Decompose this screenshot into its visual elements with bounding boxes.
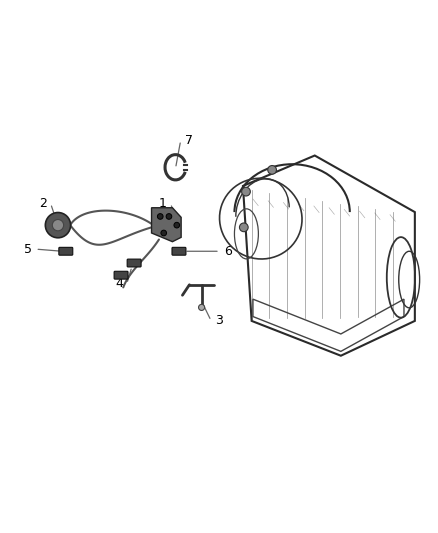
Ellipse shape [174,222,180,228]
Ellipse shape [240,223,248,232]
Text: 6: 6 [224,245,232,258]
Ellipse shape [46,213,71,238]
Text: 3: 3 [215,314,223,327]
Text: 2: 2 [39,197,47,210]
Ellipse shape [161,230,166,236]
FancyBboxPatch shape [172,247,186,255]
Polygon shape [152,208,181,241]
FancyBboxPatch shape [114,271,128,279]
Ellipse shape [242,187,251,196]
Text: 5: 5 [24,243,32,256]
Ellipse shape [52,220,64,231]
Ellipse shape [268,166,276,174]
FancyBboxPatch shape [59,247,73,255]
FancyBboxPatch shape [127,259,141,267]
Ellipse shape [198,304,205,310]
Ellipse shape [166,214,172,219]
Text: 4: 4 [115,277,123,290]
Ellipse shape [157,214,163,219]
Text: 7: 7 [184,134,193,147]
Text: 1: 1 [159,197,166,210]
